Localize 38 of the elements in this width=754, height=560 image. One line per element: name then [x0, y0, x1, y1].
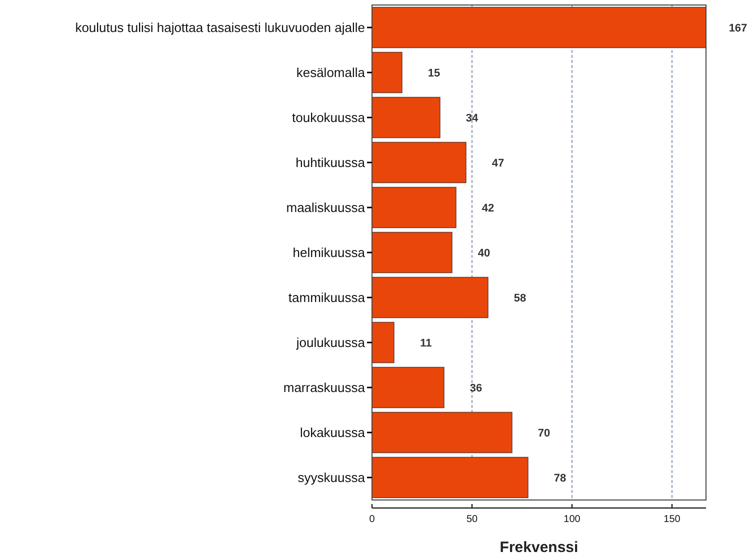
bar: [372, 232, 452, 274]
data-label: 15: [428, 67, 440, 80]
x-tick-label: 0: [369, 514, 376, 525]
bar: [372, 52, 402, 94]
bar: [372, 96, 440, 138]
y-tick-label: tammikuussa: [288, 290, 366, 306]
data-label: 58: [514, 292, 526, 304]
bar: [372, 322, 394, 364]
y-tick-label: toukokuussa: [292, 110, 366, 126]
bar: [372, 366, 444, 408]
data-label: 40: [478, 247, 490, 260]
data-label: 167: [728, 22, 748, 34]
data-label: 70: [538, 427, 550, 440]
y-tick-label: joulukuussa: [295, 335, 366, 350]
y-tick-label: lokakuussa: [300, 425, 366, 440]
y-tick-label: syyskuussa: [298, 470, 366, 486]
data-label: 11: [420, 337, 432, 350]
bar: [372, 186, 456, 228]
y-tick-label: kesälomalla: [296, 65, 366, 80]
y-tick-label: maaliskuussa: [286, 200, 366, 216]
y-tick-label: huhtikuussa: [296, 155, 366, 170]
bar: [372, 142, 466, 184]
y-tick-label: helmikuussa: [292, 245, 366, 260]
bar: [372, 412, 512, 454]
data-label: 78: [554, 472, 566, 484]
x-tick-label: 150: [664, 514, 681, 525]
y-tick-label: marraskuussa: [283, 380, 366, 396]
data-label: 42: [482, 202, 494, 214]
x-axis-title: Frekvenssi: [500, 539, 578, 556]
data-label: 36: [470, 382, 482, 394]
y-tick-label: koulutus tulisi hajottaa tasaisesti lukuvuoden ajalle: [75, 20, 365, 36]
data-label: 47: [492, 157, 504, 170]
data-label: 34: [466, 112, 479, 124]
x-tick-label: 50: [466, 514, 478, 525]
bar: [372, 6, 706, 48]
bar: [372, 276, 488, 318]
bar: [372, 456, 528, 498]
x-tick-label: 100: [564, 514, 581, 525]
